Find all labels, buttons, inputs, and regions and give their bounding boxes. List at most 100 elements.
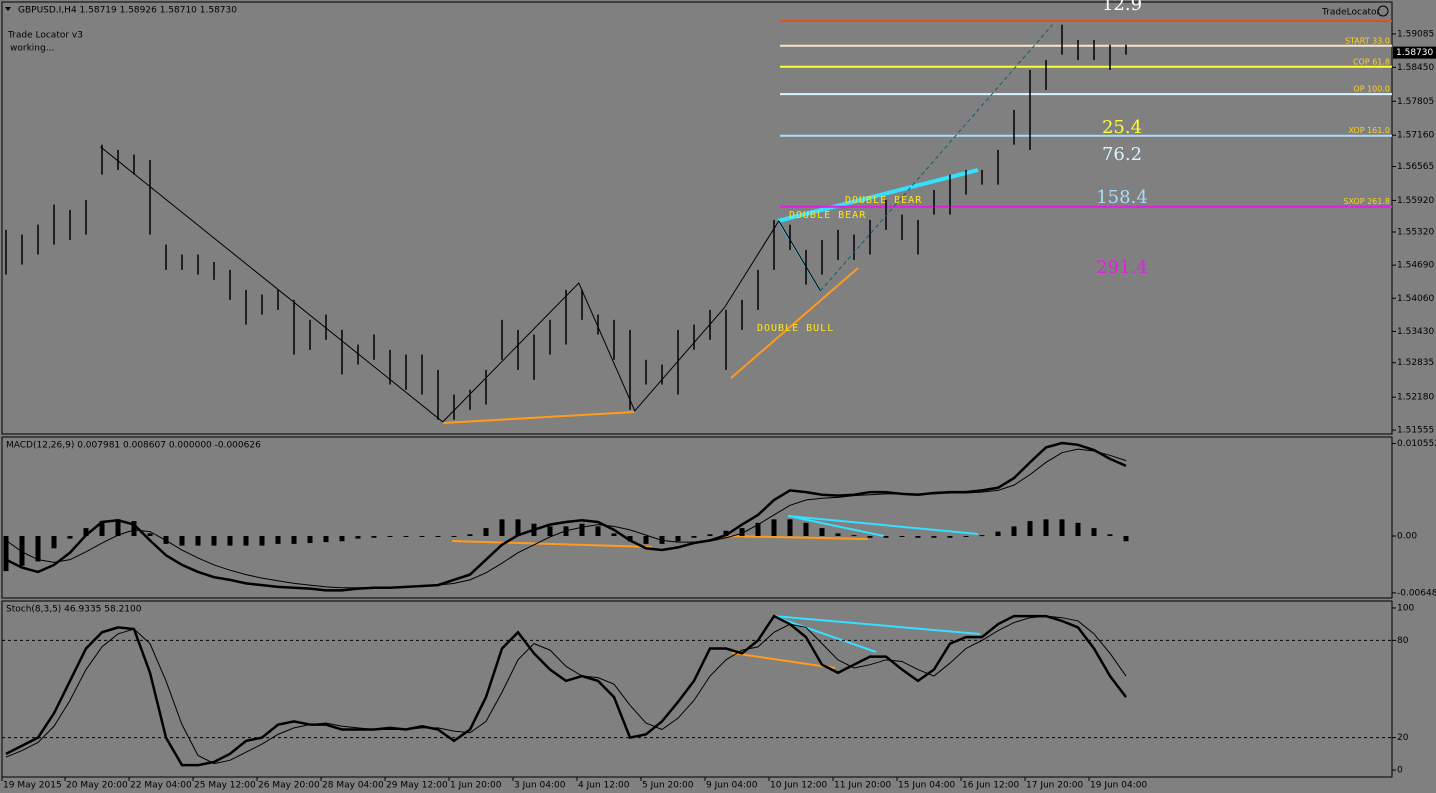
- macd-histogram: [195, 536, 201, 546]
- macd-histogram: [755, 522, 761, 537]
- projection: [820, 24, 1053, 292]
- macd-histogram: [579, 523, 585, 537]
- macd-histogram: [915, 536, 921, 538]
- stoch-line: [5, 615, 1127, 765]
- macd-histogram: [1091, 528, 1097, 537]
- macd-histogram: [931, 536, 937, 538]
- macd-histogram: [323, 536, 329, 543]
- price-label-box: [1393, 46, 1436, 59]
- x-tick-label: 22 May 04:00: [130, 781, 192, 791]
- macd-histogram: [275, 536, 281, 544]
- indicator-header: MACD(12,26,9) 0.007981 0.008607 0.000000…: [6, 441, 261, 451]
- x-tick-label: 10 Jun 12:00: [770, 781, 827, 791]
- brand: TradeLocator: [1321, 8, 1381, 18]
- macd-histogram: [1059, 519, 1065, 537]
- x-tick-label: 4 Jun 12:00: [578, 781, 630, 791]
- pattern-label: DOUBLE BEAR: [845, 195, 922, 206]
- target-label: 291.4: [1096, 257, 1148, 278]
- macd-histogram: [835, 533, 841, 537]
- x-tick-label: 17 Jun 20:00: [1026, 781, 1083, 791]
- macd-histogram: [995, 531, 1001, 537]
- macd-histogram: [67, 536, 73, 539]
- x-tick-label: 5 Jun 20:00: [642, 781, 694, 791]
- x-tick-label: 15 Jun 04:00: [898, 781, 955, 791]
- macd-histogram: [947, 536, 953, 538]
- macd-line: [5, 448, 1127, 589]
- macd-histogram: [499, 519, 505, 537]
- target-label: 158.4: [1096, 187, 1148, 208]
- y-tick-label: 20: [1397, 733, 1409, 743]
- y-tick-label: 80: [1397, 636, 1409, 646]
- y-tick-label: 1.57160: [1397, 131, 1434, 141]
- symbol-header: GBPUSD.I,H4 1.58719 1.58926 1.58710 1.58…: [18, 6, 237, 16]
- x-tick-label: 9 Jun 04:00: [706, 781, 758, 791]
- x-tick-label: 1 Jun 20:00: [450, 781, 502, 791]
- y-tick-label: 1.51555: [1397, 426, 1434, 436]
- macd-histogram: [803, 522, 809, 537]
- macd-histogram: [787, 519, 793, 537]
- macd-histogram: [963, 536, 969, 538]
- macd-histogram: [595, 526, 601, 537]
- macd-histogram: [723, 530, 729, 537]
- macd-histogram: [3, 536, 9, 572]
- menu-arrow[interactable]: [5, 7, 11, 11]
- macd-histogram: [851, 535, 857, 537]
- macd-line: [5, 441, 1127, 592]
- macd-histogram: [1011, 526, 1017, 537]
- trendline: [442, 411, 635, 424]
- macd-histogram: [355, 536, 361, 539]
- macd-histogram: [467, 534, 473, 537]
- y-tick-label: 1.55920: [1397, 196, 1434, 206]
- fib-level-label: OP 100.0: [1353, 85, 1390, 94]
- macd-histogram: [611, 533, 617, 537]
- macd-histogram: [1123, 536, 1129, 542]
- macd-histogram: [771, 519, 777, 537]
- macd-histogram: [403, 536, 409, 538]
- macd-histogram: [643, 536, 649, 544]
- macd-histogram: [691, 536, 697, 538]
- macd-histogram: [291, 536, 297, 544]
- macd-histogram: [435, 536, 441, 538]
- target-label: 12.9: [1102, 0, 1142, 15]
- macd-histogram: [707, 534, 713, 537]
- price-panel: [1, 1, 1393, 435]
- macd-histogram: [243, 536, 249, 546]
- fib-level-label: XOP 161.0: [1348, 126, 1390, 135]
- macd-histogram: [515, 519, 521, 537]
- price-label: 1.58730: [1396, 48, 1433, 58]
- x-tick-label: 26 May 20:00: [258, 781, 320, 791]
- pattern-label: DOUBLE BULL: [757, 323, 834, 334]
- y-tick-label: 1.57805: [1397, 97, 1434, 107]
- trendline: [772, 615, 877, 653]
- macd-histogram: [1107, 534, 1113, 537]
- x-tick-label: 19 Jun 04:00: [1090, 781, 1147, 791]
- x-tick-label: 25 May 12:00: [194, 781, 256, 791]
- x-tick-label: 3 Jun 04:00: [514, 781, 566, 791]
- macd-histogram: [83, 528, 89, 537]
- fib-level-label: SXOP 261.8: [1343, 197, 1390, 206]
- y-tick-label: 1.55320: [1397, 227, 1434, 237]
- macd-histogram: [899, 536, 905, 538]
- macd-histogram: [115, 519, 121, 537]
- zigzag: [100, 146, 821, 423]
- y-tick-label: 1.54690: [1397, 261, 1434, 271]
- y-tick-label: 1.58450: [1397, 63, 1434, 73]
- y-tick-label: -0.006487: [1397, 588, 1436, 598]
- indicator-status: working...: [10, 44, 54, 54]
- macd-histogram: [259, 536, 265, 546]
- macd-histogram: [483, 528, 489, 537]
- macd-histogram: [451, 536, 457, 538]
- macd-histogram: [147, 533, 153, 537]
- y-tick-label: 1.59085: [1397, 29, 1434, 39]
- stoch-panel: [1, 600, 1393, 778]
- x-tick-label: 16 Jun 12:00: [962, 781, 1019, 791]
- brand-icon[interactable]: [1377, 5, 1389, 17]
- macd-histogram: [387, 536, 393, 538]
- macd-histogram: [675, 536, 681, 542]
- macd-histogram: [211, 536, 217, 546]
- target-label: 25.4: [1102, 117, 1142, 138]
- trendline: [787, 515, 885, 537]
